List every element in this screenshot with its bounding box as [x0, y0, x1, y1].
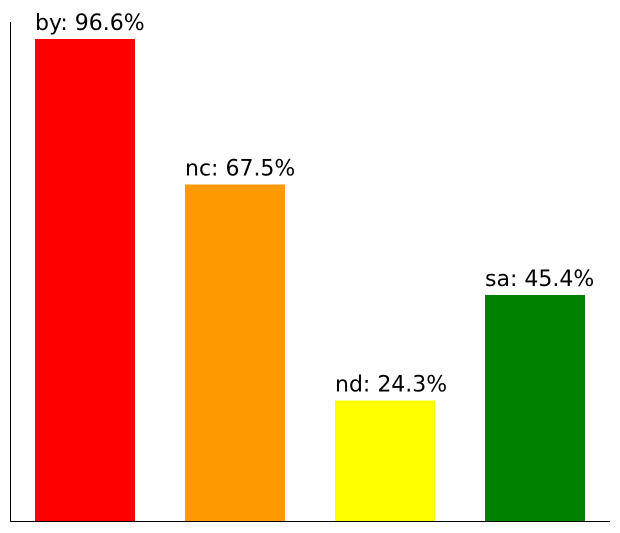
data-label-nd: nd: 24.3% [335, 373, 447, 398]
bars-group [35, 39, 585, 522]
bar-nc [185, 184, 285, 522]
bar-sa [485, 295, 585, 522]
data-label-sa: sa: 45.4% [485, 267, 594, 292]
labels-group: by: 96.6% nc: 67.5% nd: 24.3% sa: 45.4% [35, 11, 594, 398]
bar-by [35, 39, 135, 522]
data-label-by: by: 96.6% [35, 11, 145, 36]
bar-nd [335, 400, 435, 522]
data-label-nc: nc: 67.5% [185, 157, 295, 182]
